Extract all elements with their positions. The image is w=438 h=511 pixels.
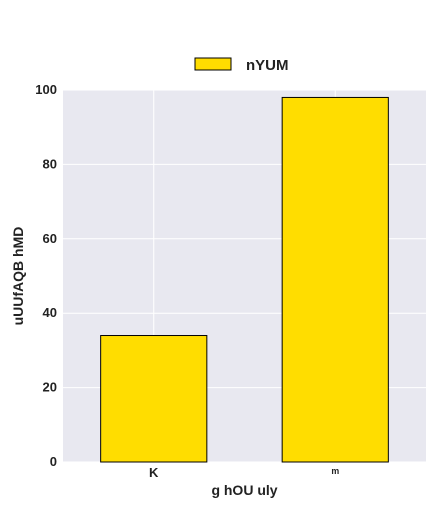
bar-1 [100, 335, 208, 463]
legend-label-nYUM: nYUM [246, 57, 289, 74]
y-tick-label: 80 [43, 156, 57, 171]
x-tick-label: K [149, 465, 159, 480]
bars [100, 96, 389, 463]
y-tick-label: 60 [43, 231, 57, 246]
x-tick-label: ᵐ [332, 465, 340, 480]
legend-swatch-nYUM [194, 57, 232, 71]
y-tick-label: 20 [43, 380, 57, 395]
bar-2 [281, 96, 389, 463]
y-tick-label: 0 [50, 454, 57, 469]
y-tick-label: 100 [35, 82, 57, 97]
legend: nYUM [194, 57, 289, 74]
x-axis-label: g hOU uly [211, 482, 277, 498]
y-axis-ticks: 0 20 40 60 80 100 [35, 82, 57, 469]
y-axis-label: uUUfAQB hMD [10, 227, 26, 326]
y-tick-label: 40 [43, 305, 57, 320]
